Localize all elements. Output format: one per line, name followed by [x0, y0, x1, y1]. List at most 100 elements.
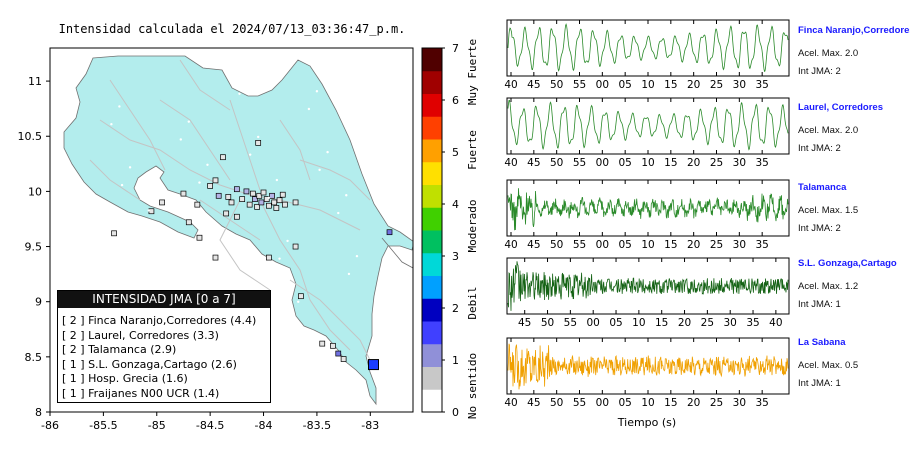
city-dot — [318, 168, 321, 172]
city-dot — [206, 163, 209, 167]
station-marker — [263, 196, 270, 202]
colorbar-tick-label: 6 — [452, 94, 459, 107]
waveform-tick-label: 55 — [573, 157, 586, 169]
station-acel: Acel. Max. 0.5 — [798, 360, 859, 371]
station-marker — [266, 202, 272, 209]
colorbar-segment — [422, 207, 442, 231]
colorbar-segment — [422, 321, 442, 345]
city-dot — [147, 209, 150, 212]
colorbar-segment — [422, 116, 442, 140]
city-dot — [238, 92, 241, 95]
colorbar-tick-label: 1 — [452, 354, 459, 367]
city-dot — [128, 166, 132, 169]
x-tick-label: -83.5 — [303, 419, 331, 432]
waveform-tick-label: 10 — [641, 157, 654, 169]
waveform-tick-label: 05 — [609, 317, 622, 329]
station-marker — [243, 188, 250, 195]
station-marker — [254, 203, 260, 210]
city-dot — [275, 178, 279, 182]
colorbar-segment — [422, 275, 442, 299]
station-marker — [212, 254, 219, 261]
waveform-tick-label: 45 — [518, 317, 531, 329]
waveform-tick-label: 40 — [504, 397, 517, 409]
station-marker — [111, 230, 117, 237]
waveform-tick-label: 50 — [550, 397, 563, 409]
station-name: S.L. Gonzaga,Cartago — [798, 258, 897, 269]
station-jma: Int JMA: 1 — [798, 378, 841, 389]
station-marker — [273, 205, 280, 211]
station-marker — [335, 350, 342, 357]
time-axis-label: Tiempo (s) — [617, 416, 676, 429]
city-dot — [248, 153, 252, 156]
waveform-tick-label: 00 — [596, 239, 609, 251]
city-dot — [326, 150, 329, 154]
station-marker — [266, 254, 272, 261]
station-marker — [330, 342, 336, 349]
colorbar-segment — [422, 252, 442, 276]
colorbar-segment — [422, 161, 442, 185]
waveform-tick-label: 15 — [664, 79, 677, 91]
city-dot — [187, 120, 190, 123]
waveform-tick-label: 00 — [596, 79, 609, 91]
colorbar-frame — [421, 47, 443, 413]
waveform-trace — [507, 261, 789, 311]
city-dot — [286, 239, 289, 243]
waveform-panel: 40 45 50 55 00 05 10 15 20 25 30 35 — [504, 179, 790, 251]
station-marker — [282, 201, 288, 208]
waveform-tick-label: 15 — [664, 397, 677, 409]
legend-entry: [ 1 ] Fraijanes N00 UCR (1.4) — [62, 386, 220, 400]
colorbar-tick-label: 7 — [452, 42, 459, 55]
station-marker — [256, 192, 263, 199]
colorbar-category-label: No sentido — [466, 353, 479, 419]
colorbar-category-label: Debil — [466, 286, 479, 319]
city-dot — [315, 90, 319, 93]
station-marker — [223, 210, 230, 217]
waveform-tick-label: 30 — [733, 397, 746, 409]
colorbar-tick-label: 2 — [452, 302, 459, 315]
waveform-tick-label: 20 — [687, 79, 700, 91]
legend-entry: [ 2 ] Finca Naranjo,Corredores (4.4) — [62, 314, 257, 327]
waveform-tick-label: 25 — [710, 239, 723, 251]
waveform-tick-label: 15 — [664, 157, 677, 169]
legend-entry: [ 1 ] Hosp. Grecia (1.6) — [62, 372, 188, 385]
colorbar-labels: No sentido Debil Moderado Fuerte Muy Fuerte — [466, 39, 479, 419]
colorbar-tick-label: 4 — [452, 198, 459, 211]
waveform-tick-label: 20 — [687, 157, 700, 169]
station-acel: Acel. Max. 1.5 — [798, 205, 859, 216]
x-tick-label: -86 — [41, 419, 59, 432]
waveform-trace — [507, 23, 789, 73]
colorbar-segment — [422, 230, 442, 254]
station-marker — [319, 340, 326, 347]
waveform-tick-label: 15 — [655, 317, 668, 329]
colorbar-segment — [422, 298, 442, 322]
colorbar-ticks: 0 1 2 3 4 5 6 7 — [442, 42, 459, 419]
waveform-panel: 40 45 50 55 00 05 10 15 20 25 30 35 — [504, 97, 790, 169]
waveform-panel: 40 45 50 55 00 05 10 15 20 25 30 35 — [504, 337, 790, 409]
waveform-tick-label: 50 — [550, 157, 563, 169]
station-marker — [279, 191, 286, 198]
station-marker — [207, 183, 213, 189]
waveform-tick-label: 05 — [618, 397, 631, 409]
station-acel: Acel. Max. 2.0 — [798, 48, 859, 59]
waveform-tick-label: 35 — [746, 317, 759, 329]
colorbar-segment — [422, 70, 442, 94]
x-tick-label: -85.5 — [89, 419, 117, 432]
colorbar-category-label: Muy Fuerte — [466, 39, 479, 105]
waveform-tick-label: 30 — [724, 317, 737, 329]
waveform-tick-label: 05 — [618, 239, 631, 251]
waveform-tick-label: 35 — [755, 79, 768, 91]
waveform-tick-label: 45 — [527, 239, 540, 251]
station-marker — [258, 199, 265, 206]
legend-entry: [ 2 ] Laurel, Corredores (3.3) — [62, 328, 219, 342]
waveform-panel: 45 50 55 00 05 10 15 20 25 30 35 40 — [506, 257, 790, 329]
waveform-trace — [507, 188, 789, 231]
city-dot — [289, 318, 292, 321]
station-marker — [194, 201, 201, 208]
station-marker — [250, 190, 256, 197]
station-marker — [292, 199, 299, 206]
station-marker — [148, 208, 155, 215]
colorbar-segment — [422, 48, 442, 72]
city-dot — [110, 123, 113, 126]
legend-entry: [ 1 ] S.L. Gonzaga,Cartago (2.6) — [62, 357, 237, 371]
